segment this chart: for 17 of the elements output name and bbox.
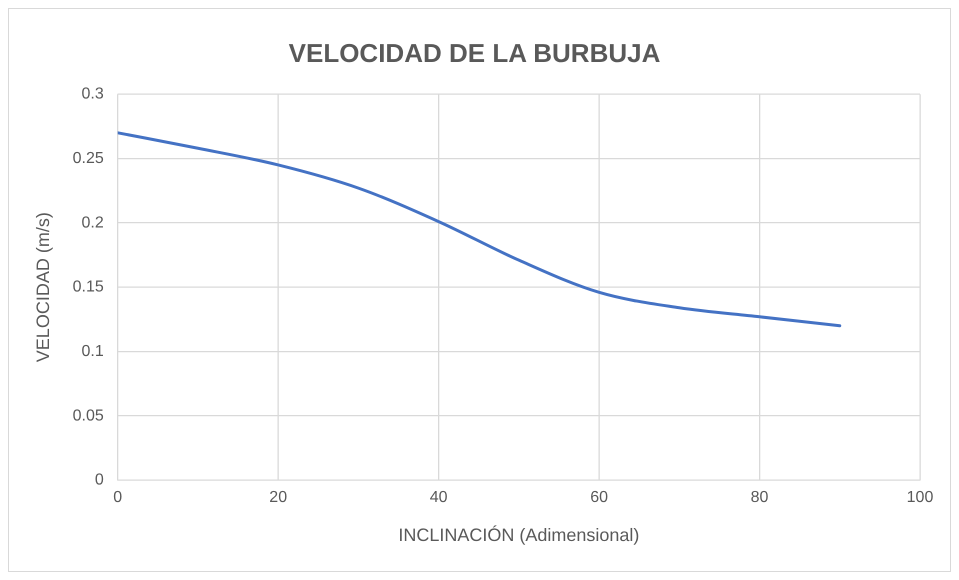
chart-title: VELOCIDAD DE LA BURBUJA xyxy=(288,38,661,68)
y-tick-label: 0.2 xyxy=(81,214,104,232)
y-tick-label: 0.05 xyxy=(72,407,104,424)
x-tick-label: 40 xyxy=(430,489,448,506)
y-tick-label: 0.1 xyxy=(81,342,104,360)
x-tick-label: 80 xyxy=(750,489,769,506)
y-tick-label: 0.15 xyxy=(72,278,104,296)
x-axis-title: INCLINACIÓN (Adimensional) xyxy=(398,525,640,546)
x-tick-label: 20 xyxy=(269,489,288,506)
x-tick-label: 0 xyxy=(113,489,122,506)
y-axis-title: VELOCIDAD (m/s) xyxy=(32,212,53,362)
x-tick-label: 100 xyxy=(906,489,934,506)
y-tick-label: 0.3 xyxy=(81,86,104,103)
x-tick-label: 60 xyxy=(590,489,608,506)
y-tick-label: 0.25 xyxy=(72,150,104,167)
y-tick-label: 0 xyxy=(94,472,104,489)
line-series xyxy=(118,131,842,328)
